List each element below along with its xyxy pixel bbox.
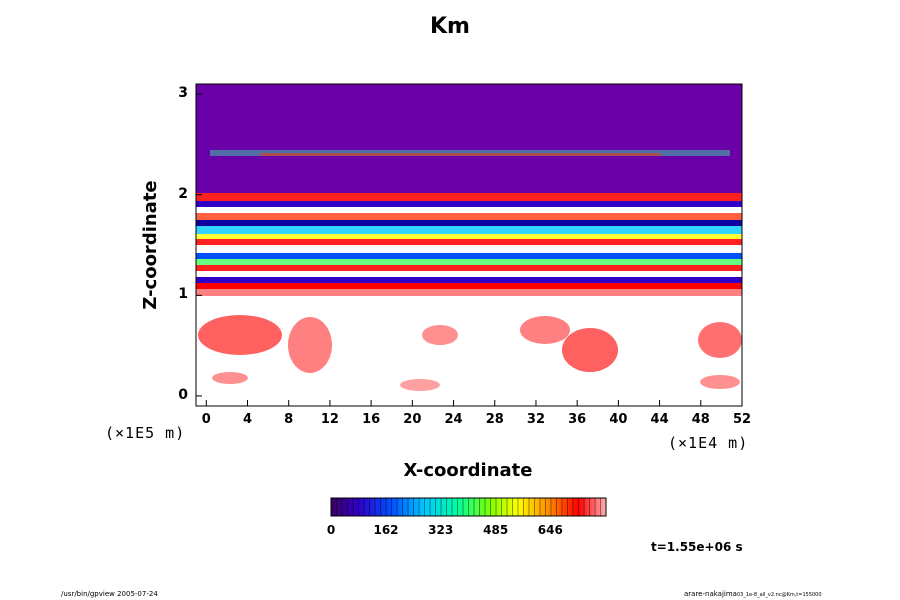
time-label: t=1.55e+06 s	[651, 540, 743, 554]
z-scale-label: (×1E5 m)	[105, 424, 186, 442]
x-tick-label: 28	[485, 412, 504, 427]
x-tick-label: 24	[444, 412, 463, 427]
x-tick-label: 0	[201, 412, 211, 427]
x-tick-label: 44	[650, 412, 669, 427]
x-tick-label: 12	[320, 412, 339, 427]
colorbar-tick-label: 485	[483, 523, 509, 537]
y-tick-label: 2	[178, 185, 188, 202]
colorbar-tick-label: 0	[326, 523, 336, 537]
x-tick-label: 32	[526, 412, 545, 427]
x-axis-label: X-coordinate	[403, 460, 533, 481]
x-tick-label: 20	[403, 412, 422, 427]
colorbar-tick-label: 162	[373, 523, 399, 537]
footer-right: arare-nakajima03_1e-8_all_v2.nc@Km,t=155…	[684, 590, 822, 598]
x-tick-label: 16	[362, 412, 381, 427]
x-tick-label: 8	[284, 412, 294, 427]
colorbar-tick-label: 323	[428, 523, 454, 537]
x-tick-label: 40	[609, 412, 628, 427]
x-tick-label: 36	[568, 412, 587, 427]
plot-frame	[195, 83, 743, 407]
y-tick-label: 1	[178, 286, 188, 303]
x-tick-label: 4	[242, 412, 253, 427]
footer-left: /usr/bin/gpview 2005-07-24	[61, 590, 158, 598]
y-tick-label: 3	[178, 85, 188, 102]
y-tick-marks	[196, 93, 202, 397]
x-tick-label: 52	[732, 412, 752, 427]
x-scale-label: (×1E4 m)	[668, 434, 749, 452]
x-tick-marks	[205, 400, 743, 406]
region-upper	[196, 84, 742, 196]
colorbar-tick-marks	[330, 498, 607, 516]
y-tick-label: 0	[178, 386, 188, 403]
x-tick-label: 48	[691, 412, 710, 427]
footer-right-suffix: 03_1e-8_all_v2.nc@Km,t=155000	[736, 592, 822, 598]
y-axis-label: Z-coordinate	[140, 180, 161, 310]
footer-right-main: arare-nakajima	[684, 590, 737, 598]
colorbar-tick-label: 646	[537, 523, 563, 537]
heatmap-field	[196, 84, 742, 406]
chart-title: Km	[430, 14, 470, 39]
